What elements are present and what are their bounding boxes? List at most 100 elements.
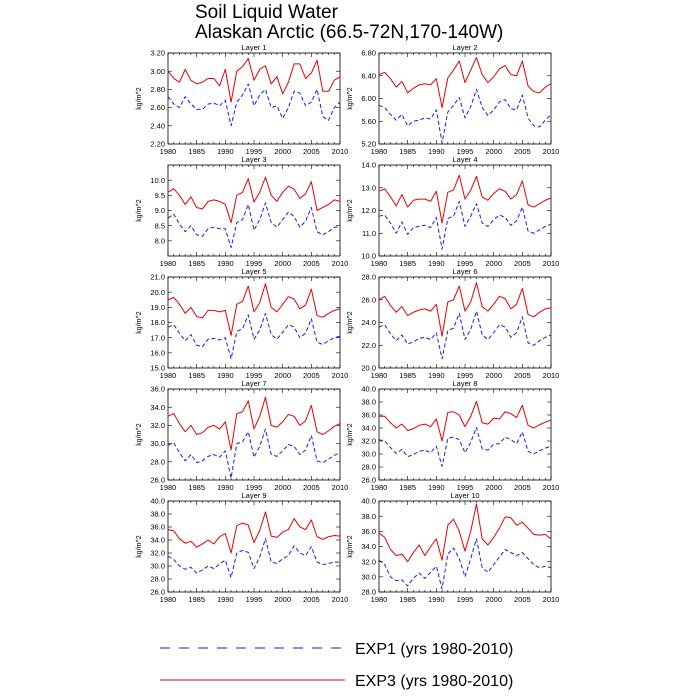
- series-line-exp3: [167, 283, 341, 336]
- x-tick-label: 1995: [457, 483, 474, 492]
- y-tick-label: 15.0: [150, 364, 165, 373]
- x-tick-label: 2005: [514, 259, 531, 268]
- x-tick-label: 2010: [543, 147, 560, 156]
- y-tick-label: 2.40: [150, 121, 165, 130]
- x-tick-label: 1990: [217, 259, 234, 268]
- y-tick-label: 30.0: [361, 572, 376, 581]
- y-tick-label: 6.40: [361, 71, 376, 80]
- y-tick-label: 5.20: [361, 140, 376, 149]
- x-tick-label: 1990: [217, 483, 234, 492]
- x-tick-label: 1980: [160, 483, 177, 492]
- x-tick-label: 1980: [160, 259, 177, 268]
- y-tick-label: 8.0: [155, 236, 165, 245]
- y-tick-label: 30.0: [361, 450, 376, 459]
- plot-frame: [167, 164, 341, 257]
- x-tick-label: 1995: [457, 259, 474, 268]
- x-tick-label: 1995: [457, 147, 474, 156]
- figure-title-line-1: Soil Liquid Water: [195, 2, 339, 23]
- panel-title: Layer 8: [452, 379, 477, 388]
- x-tick-label: 1985: [188, 147, 205, 156]
- plot-frame: [167, 500, 341, 593]
- panel-title: Layer 2: [452, 43, 477, 52]
- series-line-exp1: [378, 88, 552, 144]
- y-tick-label: 8.5: [155, 221, 165, 230]
- x-tick-label: 2005: [514, 147, 531, 156]
- x-tick-label: 1990: [428, 147, 445, 156]
- series-line-exp3: [167, 176, 341, 224]
- x-tick-label: 1985: [399, 259, 416, 268]
- y-tick-label: 9.0: [155, 206, 165, 215]
- x-tick-label: 1995: [246, 259, 263, 268]
- y-tick-label: 11.0: [362, 229, 376, 238]
- plot-frame: [167, 276, 341, 369]
- plot-frame: [378, 52, 552, 145]
- y-tick-label: 6.00: [361, 94, 376, 103]
- series-line-exp3: [378, 174, 552, 224]
- x-tick-label: 1985: [188, 259, 205, 268]
- y-tick-label: 12.0: [361, 206, 376, 215]
- y-axis-label: kg/m^2: [136, 535, 143, 557]
- y-tick-label: 3.00: [150, 67, 165, 76]
- y-axis-label: kg/m^2: [347, 535, 354, 557]
- x-tick-label: 2010: [543, 259, 560, 268]
- y-axis-label: kg/m^2: [136, 423, 143, 445]
- legend-label-exp3: EXP3 (yrs 1980-2010): [355, 673, 513, 690]
- panel-title: Layer 1: [241, 43, 266, 52]
- plot-frame: [378, 164, 552, 257]
- panel-layer-3: Layer 3 1980 1985 1990 1995 2000 2005 2010 8.0 8.…: [136, 155, 348, 268]
- x-tick-label: 1990: [428, 371, 445, 380]
- y-tick-label: 30.0: [150, 562, 165, 571]
- x-tick-label: 1985: [188, 371, 205, 380]
- y-tick-label: 2.20: [150, 140, 165, 149]
- series-line-exp3: [167, 396, 341, 451]
- x-tick-label: 1985: [399, 371, 416, 380]
- y-tick-label: 26.0: [361, 295, 376, 304]
- y-tick-label: 9.5: [155, 191, 165, 200]
- x-tick-label: 1985: [399, 483, 416, 492]
- panel-layer-2: Layer 2 1980 1985 1990 1995 2000 2005 2010 5.20 5…: [347, 43, 559, 156]
- x-tick-label: 1985: [188, 595, 205, 604]
- panels-group: Layer 1 1980 1985 1990 1995 2000 2005 2010 2.20 2…: [136, 43, 559, 604]
- x-tick-label: 1990: [428, 595, 445, 604]
- x-tick-label: 1995: [246, 595, 263, 604]
- y-tick-label: 24.0: [361, 318, 376, 327]
- y-tick-label: 38.0: [361, 512, 376, 521]
- y-tick-label: 32.0: [361, 437, 376, 446]
- y-tick-label: 16.0: [150, 348, 165, 357]
- x-tick-label: 2005: [514, 371, 531, 380]
- x-tick-label: 1995: [246, 371, 263, 380]
- x-tick-label: 2010: [543, 595, 560, 604]
- x-tick-label: 2005: [303, 147, 320, 156]
- y-tick-label: 26.0: [150, 588, 165, 597]
- y-tick-label: 36.0: [361, 411, 376, 420]
- panel-layer-4: Layer 4 1980 1985 1990 1995 2000 2005 2010 10.0 1…: [347, 155, 559, 268]
- x-tick-label: 2000: [274, 147, 291, 156]
- y-tick-label: 3.20: [150, 49, 165, 58]
- panel-layer-10: Layer 10 1980 1985 1990 1995 2000 2005 2010 28.0…: [347, 491, 559, 604]
- panel-title: Layer 6: [452, 267, 477, 276]
- x-tick-label: 2010: [332, 595, 349, 604]
- y-tick-label: 20.0: [150, 288, 165, 297]
- x-tick-label: 2005: [514, 483, 531, 492]
- panel-title: Layer 7: [241, 379, 266, 388]
- y-tick-label: 26.0: [150, 476, 165, 485]
- x-tick-label: 2005: [514, 595, 531, 604]
- y-tick-label: 40.0: [361, 385, 376, 394]
- y-tick-label: 6.80: [361, 49, 376, 58]
- y-axis-label: kg/m^2: [347, 311, 354, 333]
- x-tick-label: 2000: [485, 483, 502, 492]
- x-tick-label: 1980: [371, 595, 388, 604]
- series-line-exp3: [167, 57, 341, 103]
- x-tick-label: 1985: [188, 483, 205, 492]
- x-tick-label: 2010: [332, 259, 349, 268]
- panel-title: Layer 10: [450, 491, 479, 500]
- x-tick-label: 2005: [303, 483, 320, 492]
- series-line-exp3: [378, 503, 552, 563]
- y-axis-label: kg/m^2: [136, 311, 143, 333]
- y-tick-label: 32.0: [361, 557, 376, 566]
- x-tick-label: 1990: [217, 595, 234, 604]
- y-tick-label: 28.0: [150, 457, 165, 466]
- x-tick-label: 2005: [303, 595, 320, 604]
- x-tick-label: 2010: [332, 371, 349, 380]
